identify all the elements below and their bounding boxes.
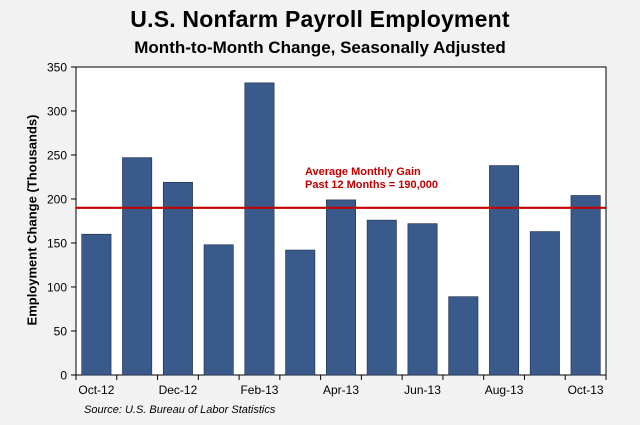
average-label-line2: Past 12 Months = 190,000 [305, 179, 438, 191]
bar [285, 249, 316, 376]
bar [244, 82, 275, 376]
y-tick-label: 200 [47, 193, 67, 207]
y-tick-label: 250 [47, 149, 67, 163]
x-tick-label: Feb-13 [240, 383, 278, 397]
bar [366, 219, 397, 376]
bar [81, 233, 112, 376]
bar [570, 195, 601, 376]
x-tick-label: Oct-12 [78, 383, 114, 397]
source-note: Source: U.S. Bureau of Labor Statistics [84, 404, 276, 416]
y-tick-label: 150 [47, 237, 67, 251]
bar [448, 296, 479, 376]
average-label-line1: Average Monthly Gain [305, 166, 421, 178]
y-tick-label: 100 [47, 281, 67, 295]
bar [529, 231, 560, 376]
x-tick-label: Apr-13 [323, 383, 359, 397]
y-tick-label: 0 [60, 369, 67, 383]
x-tick-label: Aug-13 [485, 383, 524, 397]
x-tick-label: Oct-13 [568, 383, 604, 397]
bar [407, 223, 438, 376]
bar [326, 199, 356, 376]
chart-subtitle: Month-to-Month Change, Seasonally Adjust… [134, 38, 506, 57]
x-tick-label: Dec-12 [159, 383, 198, 397]
chart-title: U.S. Nonfarm Payroll Employment [130, 6, 510, 32]
bar [162, 181, 193, 376]
y-tick-label: 50 [54, 325, 68, 339]
x-tick-label: Jun-13 [404, 383, 441, 397]
bar [203, 244, 234, 376]
y-tick-label: 300 [47, 105, 67, 119]
bar [122, 157, 153, 376]
y-tick-label: 350 [47, 61, 67, 75]
bar [489, 165, 520, 376]
